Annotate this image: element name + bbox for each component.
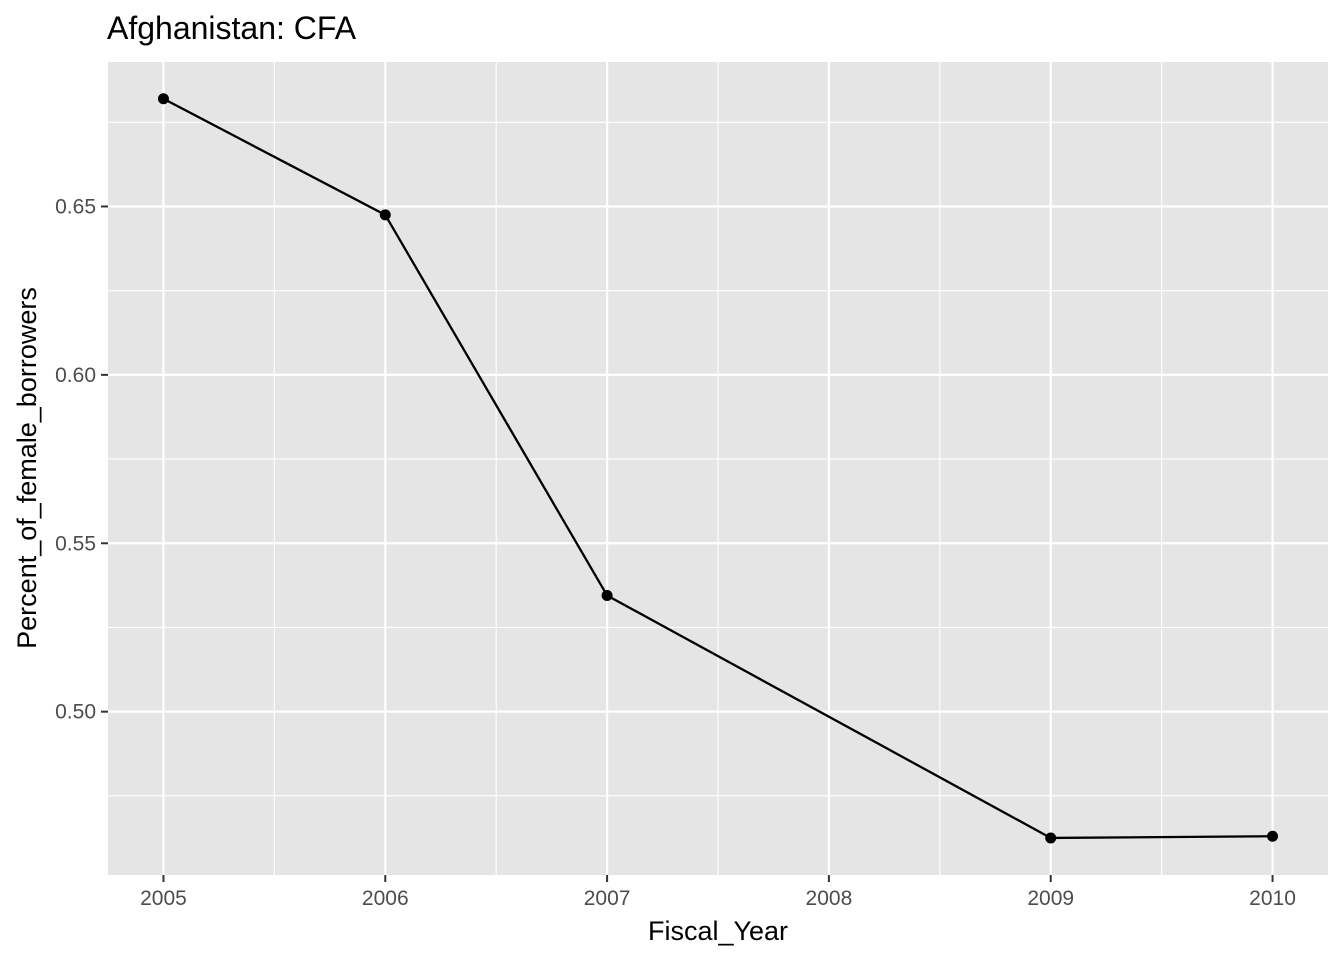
data-point — [1267, 830, 1279, 842]
x-tick-label: 2006 — [362, 887, 409, 910]
series-layer — [157, 93, 1279, 844]
y-tick-label: 0.65 — [55, 195, 96, 218]
y-tick-label: 0.50 — [55, 701, 96, 724]
x-tick-label: 2009 — [1027, 887, 1074, 910]
x-tick-label: 2005 — [140, 887, 187, 910]
x-tick-label: 2008 — [806, 887, 853, 910]
x-axis: 2005 2006 2007 2008 2009 2010 — [140, 875, 1296, 910]
x-tick-label: 2007 — [584, 887, 631, 910]
y-tick-label: 0.55 — [55, 532, 96, 555]
major-gridlines — [108, 62, 1328, 875]
data-point — [601, 589, 613, 601]
minor-gridlines — [108, 62, 1328, 875]
data-point — [157, 93, 169, 105]
y-axis: 0.50 0.55 0.60 0.65 — [55, 195, 108, 724]
chart-title: Afghanistan: CFA — [107, 10, 357, 46]
y-axis-title: Percent_of_female_borrowers — [12, 287, 42, 649]
data-point — [379, 209, 391, 221]
x-axis-title: Fiscal_Year — [648, 916, 788, 946]
x-tick-label: 2010 — [1249, 887, 1296, 910]
y-tick-label: 0.60 — [55, 364, 96, 387]
data-point — [1045, 832, 1057, 844]
